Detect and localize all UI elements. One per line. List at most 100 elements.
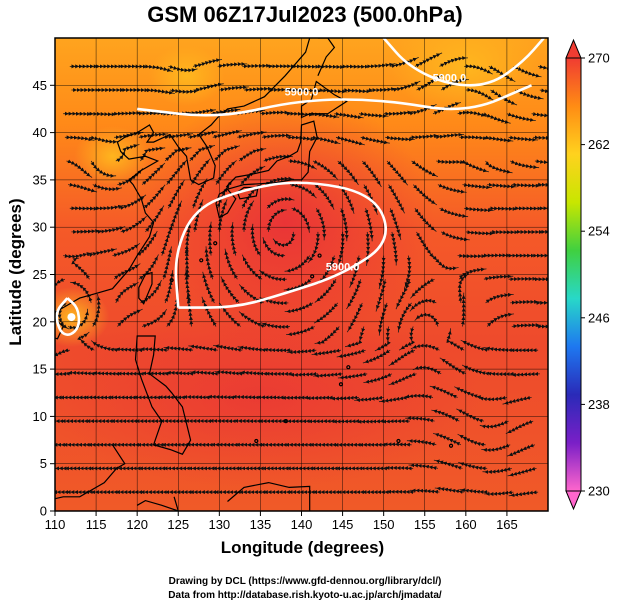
streamline [439,357,466,375]
y-tick-label: 20 [33,314,47,329]
x-tick-label: 140 [291,517,313,532]
streamline [365,62,396,69]
streamline [437,183,467,194]
streamline [265,176,295,186]
streamline [446,328,465,352]
streamline [334,111,364,120]
streamline [534,159,548,166]
x-tick-label: 130 [208,517,230,532]
contour-line [137,84,533,117]
streamline [403,393,434,400]
streamline [436,159,466,165]
streamline [454,386,483,400]
streamline [508,490,539,498]
streamline [64,135,95,142]
streamline [313,302,339,324]
streamline [239,370,269,376]
streamline [141,308,168,328]
streamline [506,112,536,122]
credit-data-source: Data from http://database.rish.kyoto-u.a… [168,590,442,601]
streamline [70,281,93,304]
streamline [460,339,489,352]
streamline [432,255,459,271]
island [199,258,204,263]
y-tick-label: 5 [40,456,47,471]
streamline [66,370,97,376]
streamline [314,184,335,210]
streamline [143,64,174,72]
streamline [242,63,272,69]
streamline [168,64,198,73]
streamline [315,208,327,241]
x-tick-label: 165 [496,517,518,532]
island [317,253,322,258]
x-tick-label: 125 [167,517,189,532]
streamline [189,370,220,376]
streamline [507,466,537,477]
streamline [403,255,412,289]
cool-cell [74,126,151,187]
streamline [55,371,72,377]
island [346,365,351,370]
streamline [114,131,144,140]
streamline [336,348,366,359]
streamline [260,110,290,116]
coastline-honshu [225,120,318,191]
streamline [230,222,237,256]
streamline [115,144,140,163]
colorbar-body [565,57,582,492]
streamline [266,208,287,232]
streamline [405,416,435,423]
x-tick-label: 135 [250,517,272,532]
x-axis-label: Longitude (degrees) [220,538,385,557]
streamline [355,419,386,424]
streamline [502,395,532,405]
streamline [120,215,147,234]
streamline [457,110,487,117]
streamline [211,108,241,116]
contour-line [382,38,545,87]
streamline [513,65,542,78]
streamline [194,82,224,92]
coastline-sulawesi [136,496,179,511]
streamline [485,371,516,377]
colorbar-tick-label: 262 [588,137,610,152]
streamline [431,409,460,422]
streamline [388,184,405,214]
streamline [138,254,159,280]
streamline [483,346,514,353]
island [213,241,218,246]
streamline [465,230,496,236]
streamline [96,226,126,234]
y-tick-label: 40 [33,125,47,140]
plot-area: 5900.0 5900.0 5900.0 [55,38,548,511]
x-tick-label: 115 [86,517,107,532]
streamline [510,299,540,305]
streamline [441,231,470,242]
streamline [505,419,534,435]
streamline [458,267,487,280]
streamline [360,135,390,145]
streamline [506,443,536,457]
streamline [465,87,494,101]
streamline [464,64,493,75]
streamline [433,459,463,470]
streamline [335,135,365,146]
streamline [112,242,141,258]
streamline [313,371,343,378]
streamline [143,184,166,209]
y-tick-label: 25 [33,267,47,282]
streamline [312,159,338,180]
streamline [482,112,511,124]
streamline [510,159,540,170]
coastlines [55,38,454,511]
streamline [539,88,548,95]
streamline [238,147,267,162]
streamline [169,88,200,94]
streamline [141,162,166,185]
streamline [385,135,415,142]
streamline [284,255,311,273]
streamline [316,64,346,69]
streamline [186,108,216,116]
streamline [460,159,490,173]
